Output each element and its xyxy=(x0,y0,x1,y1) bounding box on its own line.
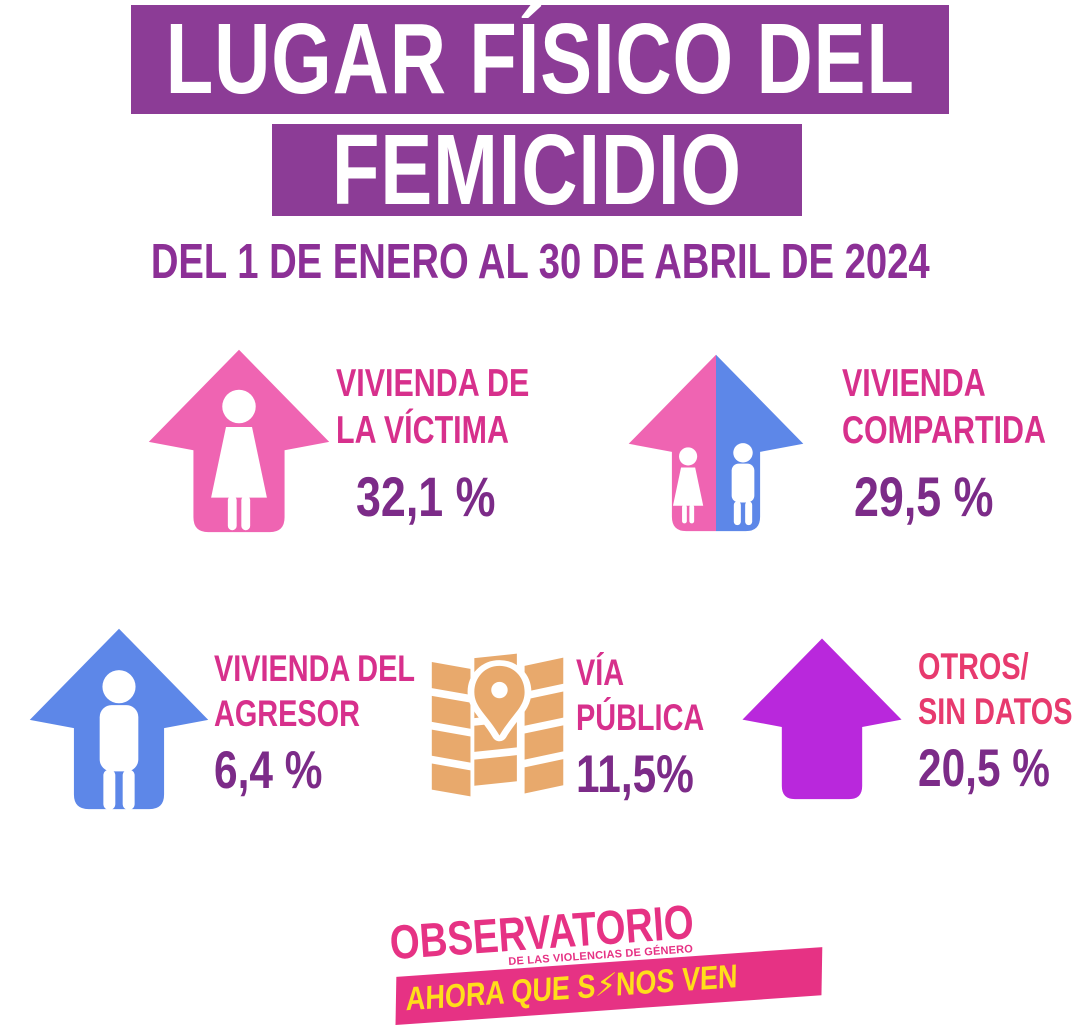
stat-value: 29,5 % xyxy=(854,465,994,528)
stat-label-line: SIN DATOS xyxy=(918,691,1073,732)
logo-tagline-pre: AHORA QUE S xyxy=(405,966,596,1018)
stat-label-line: VIVIENDA DE xyxy=(336,362,530,405)
stat-vivienda-victima: VIVIENDA DE LA VÍCTIMA 32,1 % xyxy=(336,360,536,528)
date-range-text: DEL 1 DE ENERO AL 30 DE ABRIL DE 2024 xyxy=(150,235,930,289)
logo-tagline-post: NOS VEN xyxy=(615,957,738,1003)
stat-label-line: VIVIENDA DEL xyxy=(214,648,415,689)
stat-value: 20,5 % xyxy=(918,739,1051,798)
stat-value: 32,1 % xyxy=(356,465,496,528)
stat-label-line: AGRESOR xyxy=(214,693,360,734)
stat-label-line: LA VÍCTIMA xyxy=(336,409,509,452)
title-banner-line1: LUGAR FÍSICO DEL xyxy=(131,3,949,115)
stat-label-line: VÍA xyxy=(576,652,625,693)
stat-vivienda-agresor: VIVIENDA DEL AGRESOR 6,4 % xyxy=(214,646,415,800)
stat-value: 6,4 % xyxy=(214,741,323,800)
stat-label-line: VIVIENDA xyxy=(842,362,986,405)
stat-label-line: COMPARTIDA xyxy=(842,409,1046,452)
stat-value: 11,5% xyxy=(576,745,694,804)
stat-label-line: OTROS/ xyxy=(918,646,1029,687)
house-plain-icon xyxy=(742,638,902,800)
map-location-pin-icon xyxy=(431,653,564,797)
date-range: DEL 1 DE ENERO AL 30 DE ABRIL DE 2024 xyxy=(0,234,1080,290)
lightning-bolt-icon: ⚡ xyxy=(593,964,618,1006)
title-banner-line2: FEMICIDIO xyxy=(272,114,802,226)
house-male-icon xyxy=(29,628,209,810)
logo-observatorio: OBSERVATORIO DE LAS VIOLENCIAS DE GÉNERO… xyxy=(388,896,823,1034)
stat-label-line: PÚBLICA xyxy=(576,697,705,738)
stat-via-publica: VÍA PÚBLICA 11,5% xyxy=(576,650,726,804)
title-line2: FEMICIDIO xyxy=(331,113,743,226)
stat-vivienda-compartida: VIVIENDA COMPARTIDA 29,5 % xyxy=(842,360,1046,528)
title-line1: LUGAR FÍSICO DEL xyxy=(165,3,915,115)
house-female-icon xyxy=(148,349,330,533)
stat-otros-sin-datos: OTROS/ SIN DATOS 20,5 % xyxy=(918,644,1073,798)
house-shared-icon xyxy=(628,354,804,532)
